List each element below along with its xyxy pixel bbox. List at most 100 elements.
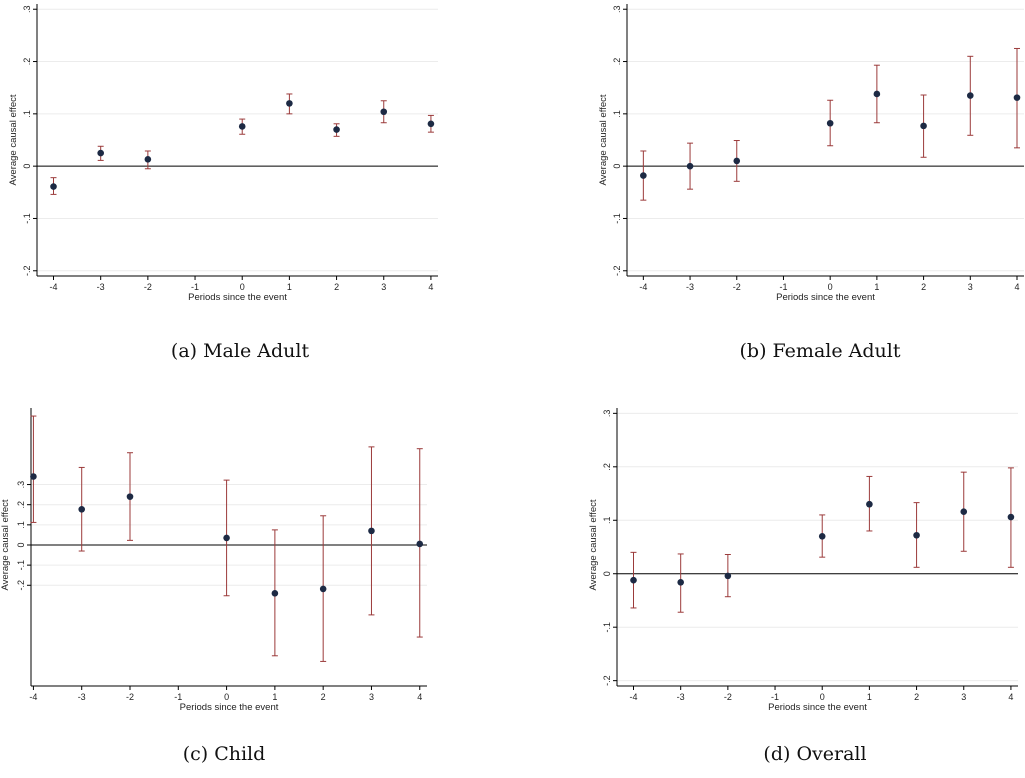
y-tick-label: .2 [16, 501, 26, 509]
point-estimate [733, 157, 741, 165]
point-estimate [920, 122, 927, 130]
x-tick-label: 2 [334, 282, 339, 292]
chart-panel-b: -.2 -.1 0 .1 .2 .3 -4 -3 -2 -1 0 1 2 3 4 Periods since … [598, 4, 1024, 362]
x-tick-label: 3 [961, 692, 966, 702]
y-tick-label: 0 [22, 164, 32, 169]
point-estimate [913, 531, 920, 539]
y-tick-label: .3 [16, 481, 26, 489]
chart-panel-a: -.2 -.1 0 .1 .2 .3 -4 -3 -2 -1 0 1 2 3 4 Periods since … [8, 4, 438, 362]
point-estimate [960, 508, 968, 516]
x-tick-label: -4 [630, 692, 638, 702]
point-estimate [319, 585, 327, 593]
y-tick-label: .1 [602, 517, 612, 525]
y-axis-title: Average causal effect [8, 94, 19, 185]
chart-panel-c: -.2 -.1 0 .1 .2 .3 -4 -3 -2 -1 0 1 2 3 4 Periods since … [0, 408, 427, 765]
x-tick-label: -1 [174, 692, 182, 702]
y-axis-title: Average causal effect [598, 94, 609, 185]
point-estimate [866, 500, 873, 508]
point-estimate [144, 156, 152, 163]
x-tick-label: -3 [677, 692, 685, 702]
point-estimate [126, 493, 134, 500]
point-estimate [966, 92, 974, 99]
point-estimate [380, 108, 388, 116]
x-tick-label: 4 [417, 692, 422, 702]
x-tick-label: -2 [724, 692, 732, 702]
subfigure-caption: (d) Overall [763, 743, 866, 765]
x-tick-label: -1 [771, 692, 779, 702]
point-estimate [630, 576, 637, 584]
point-estimate [286, 100, 293, 107]
y-tick-label: -.2 [612, 266, 622, 277]
x-tick-label: 3 [369, 692, 374, 702]
x-axis-title: Periods since the event [180, 702, 279, 713]
chart-panel-d: -.2 -.1 0 .1 .2 .3 -4 -3 -2 -1 0 1 2 3 4 Periods since … [588, 408, 1018, 765]
point-estimate [50, 183, 57, 190]
x-tick-label: 2 [921, 282, 926, 292]
x-tick-label: 0 [224, 692, 229, 702]
point-estimate [97, 149, 104, 157]
y-tick-label: -.1 [612, 213, 622, 224]
y-tick-label: 0 [16, 542, 26, 547]
x-tick-label: -1 [779, 282, 787, 292]
point-estimate [238, 123, 246, 130]
x-tick-label: 4 [428, 282, 433, 292]
point-estimate [271, 590, 279, 597]
point-estimate [677, 578, 684, 586]
y-tick-label: .1 [16, 521, 26, 529]
subfigure-caption: (b) Female Adult [740, 340, 901, 362]
point-estimate [640, 172, 647, 179]
x-tick-label: 1 [867, 692, 872, 702]
y-tick-label: .3 [602, 410, 612, 418]
x-tick-label: 4 [1014, 282, 1019, 292]
y-tick-label: 0 [612, 164, 622, 169]
x-tick-label: 4 [1008, 692, 1013, 702]
x-tick-label: 2 [914, 692, 919, 702]
y-tick-label: .3 [22, 5, 32, 13]
x-tick-label: 1 [874, 282, 879, 292]
x-tick-label: 0 [240, 282, 245, 292]
x-tick-label: -4 [639, 282, 647, 292]
y-tick-label: -.2 [602, 675, 612, 686]
point-estimate [427, 120, 435, 128]
point-estimate [30, 473, 37, 480]
x-tick-label: -3 [97, 282, 105, 292]
point-estimate [78, 506, 86, 513]
subfigure-caption: (c) Child [183, 743, 266, 765]
point-estimate [333, 126, 340, 133]
x-axis-title: Periods since the event [188, 292, 287, 303]
point-estimate [368, 527, 375, 535]
x-tick-label: 3 [381, 282, 386, 292]
x-tick-label: 1 [272, 692, 277, 702]
x-tick-label: 0 [828, 282, 833, 292]
x-tick-label: 2 [321, 692, 326, 702]
x-tick-label: -2 [733, 282, 741, 292]
x-tick-label: 0 [820, 692, 825, 702]
y-tick-label: .1 [612, 110, 622, 118]
y-tick-label: -.1 [602, 622, 612, 633]
x-axis-title: Periods since the event [776, 292, 875, 303]
point-estimate [818, 533, 826, 540]
y-tick-label: .2 [22, 58, 32, 66]
x-axis-title: Periods since the event [768, 702, 867, 713]
x-tick-label: 1 [287, 282, 292, 292]
x-tick-label: -1 [191, 282, 199, 292]
point-estimate [724, 572, 732, 580]
y-tick-label: -.2 [22, 266, 32, 277]
y-tick-label: 0 [602, 571, 612, 576]
y-tick-label: .3 [612, 5, 622, 13]
x-tick-label: 3 [968, 282, 973, 292]
y-tick-label: -.2 [16, 580, 26, 591]
x-tick-label: -3 [686, 282, 694, 292]
point-estimate [416, 540, 424, 548]
y-tick-label: .2 [602, 463, 612, 471]
point-estimate [686, 162, 694, 170]
point-estimate [1007, 513, 1015, 521]
y-axis-title: Average causal effect [0, 499, 11, 590]
x-tick-label: -4 [29, 692, 37, 702]
x-tick-label: -2 [126, 692, 134, 702]
x-tick-label: -4 [50, 282, 58, 292]
point-estimate [223, 534, 230, 542]
subfigure-caption: (a) Male Adult [171, 340, 310, 362]
y-tick-label: -.1 [16, 560, 26, 571]
